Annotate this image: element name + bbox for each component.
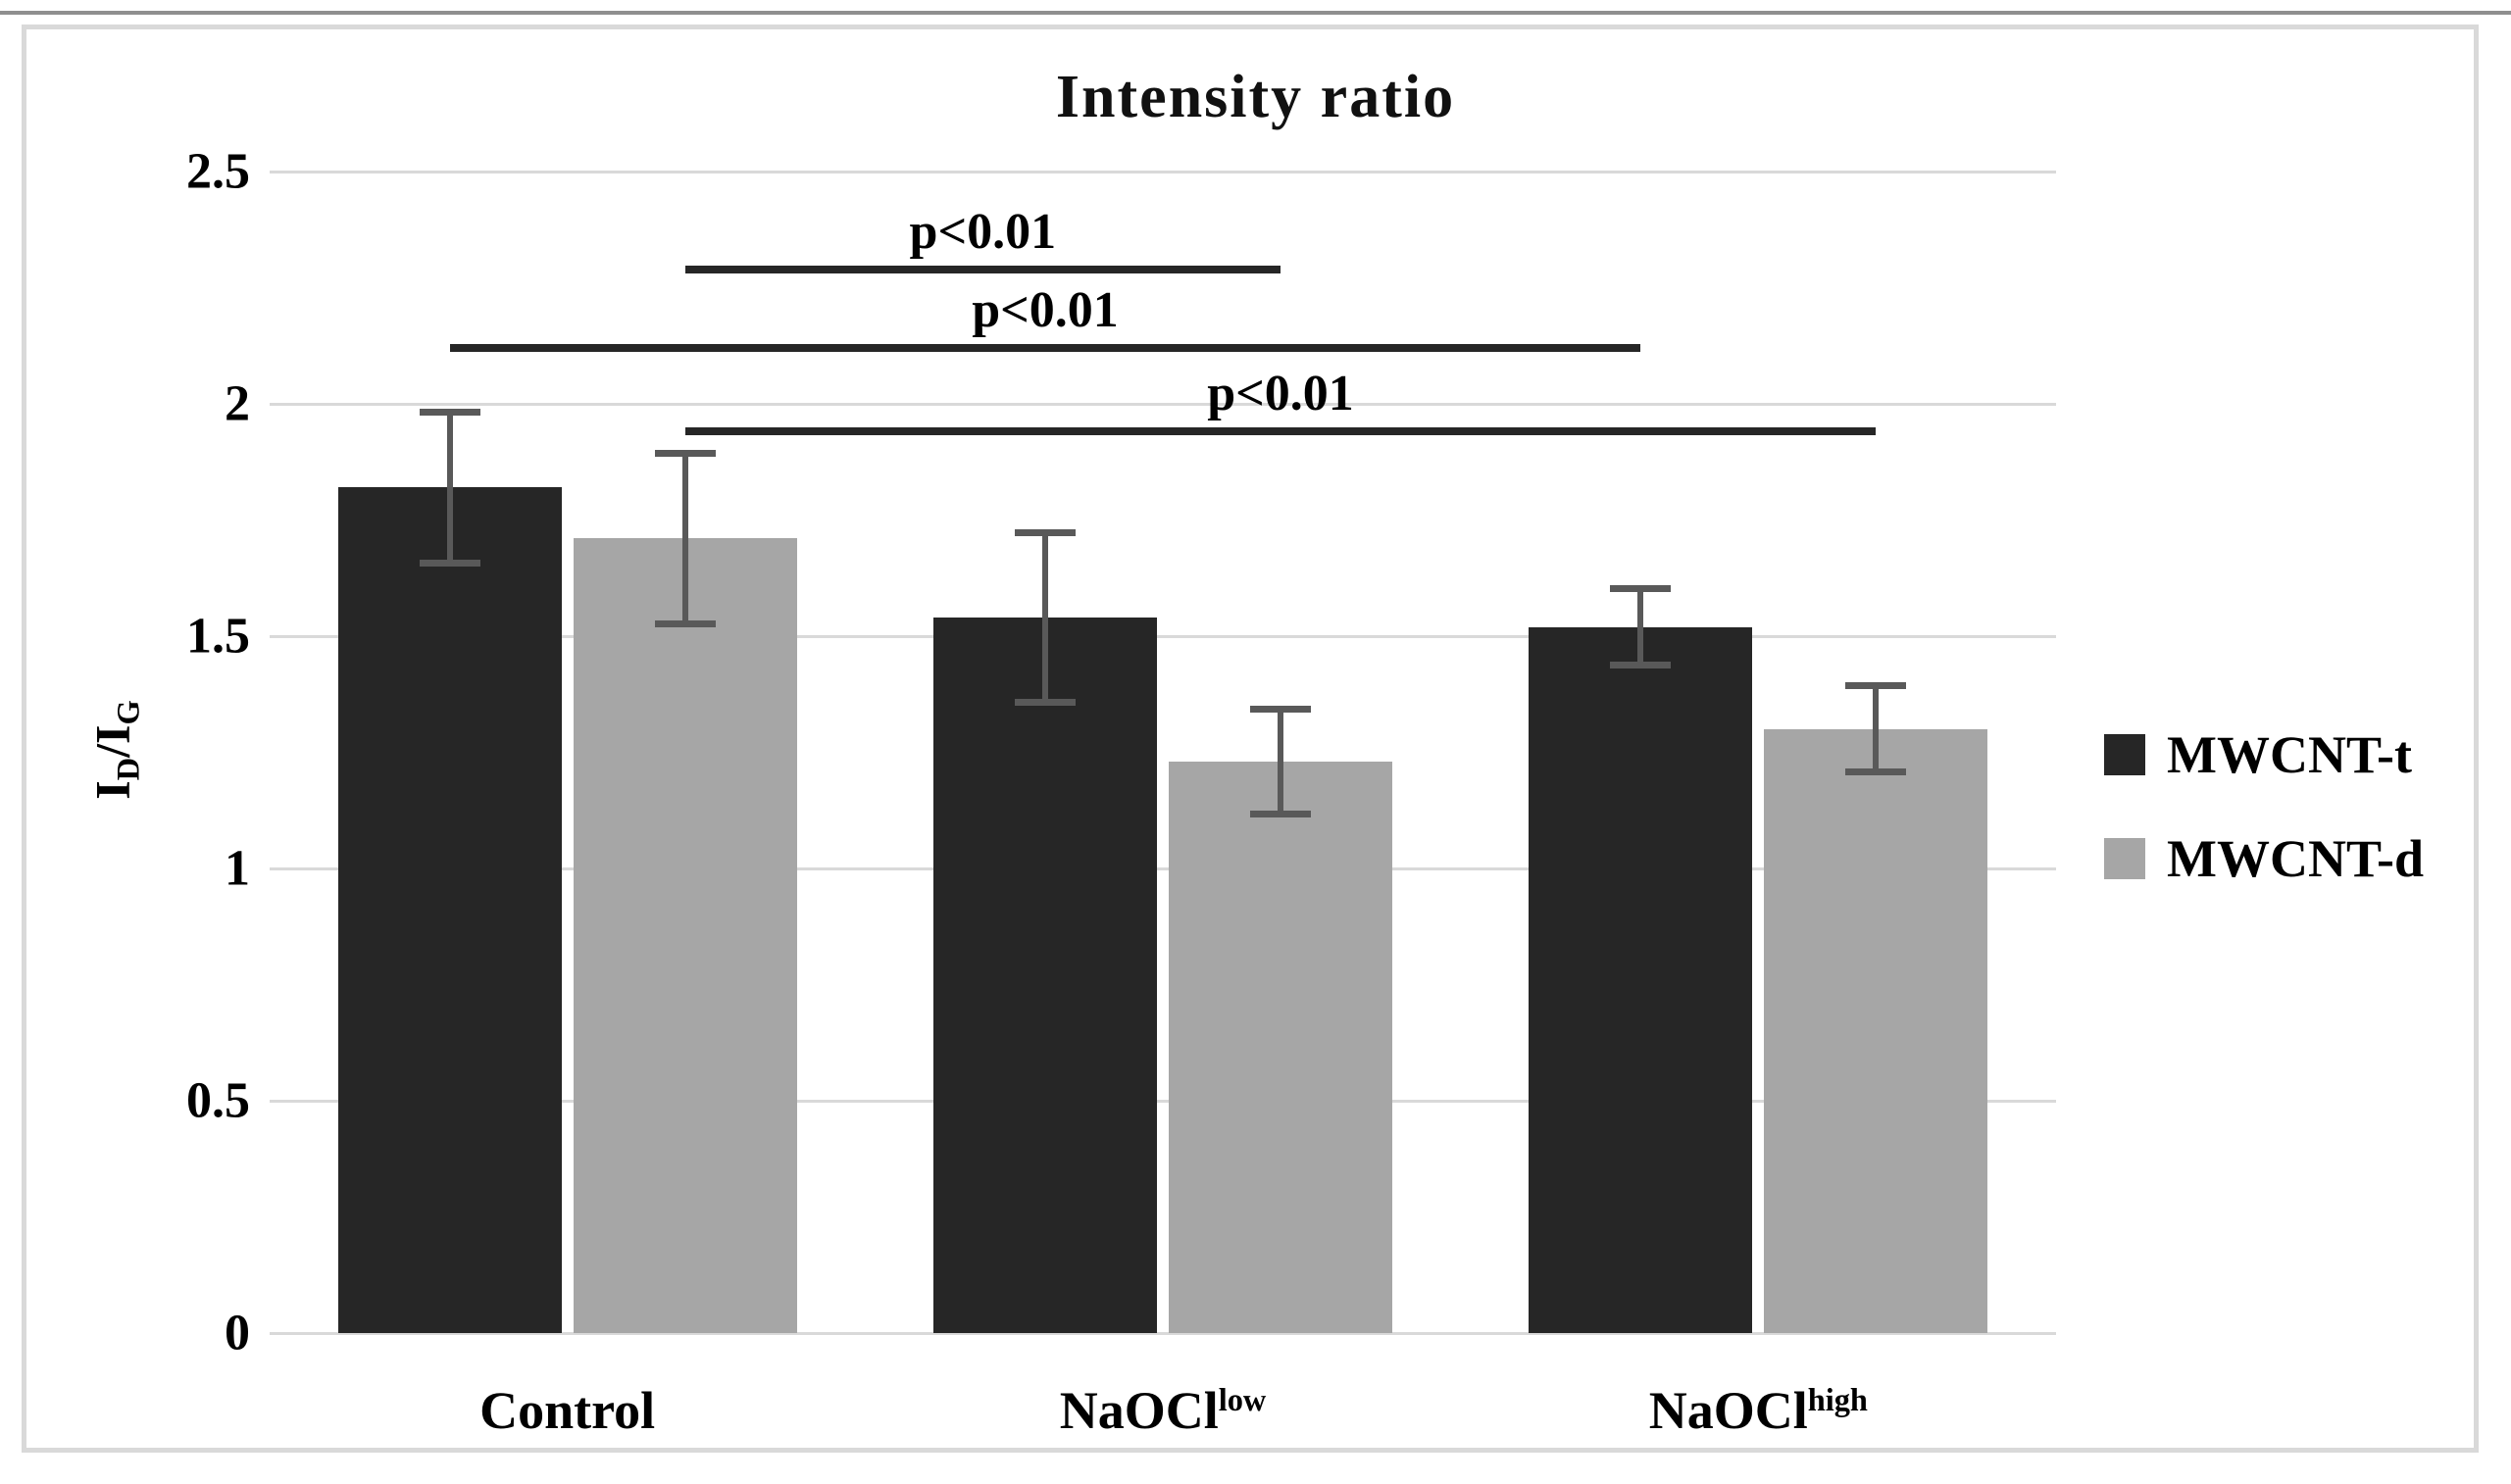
- error-bar-cap-bottom-mwcnt-d-naocl-high: [1845, 768, 1907, 776]
- legend-entry-mwcnt-d: MWCNT-d: [2104, 829, 2425, 888]
- significance-line-1: [684, 265, 1281, 273]
- error-bar-stem-mwcnt-t-naocl-high: [1637, 584, 1644, 669]
- legend-label-mwcnt-t: MWCNT-t: [2167, 725, 2412, 784]
- gridline-1: [270, 867, 2056, 870]
- y-axis-title-slash: /: [84, 743, 140, 758]
- error-bar-cap-bottom-mwcnt-t-naocl-low: [1015, 699, 1076, 707]
- error-bar-cap-bottom-mwcnt-t-control: [419, 559, 480, 567]
- error-bar-stem-mwcnt-d-control: [681, 450, 688, 627]
- x-category-base-naocl-high: NaOCl: [1648, 1381, 1808, 1440]
- significance-label-3: p<0.01: [1207, 366, 1354, 422]
- legend-swatch-mwcnt-t: [2104, 734, 2145, 775]
- y-tick-label-0: 0: [225, 1305, 250, 1361]
- error-bar-cap-top-mwcnt-t-naocl-high: [1610, 584, 1672, 592]
- legend-label-mwcnt-d: MWCNT-d: [2167, 829, 2425, 888]
- y-axis-title-sub-g: G: [111, 700, 147, 725]
- gridline-2.5: [270, 171, 2056, 173]
- gridline-1.5: [270, 635, 2056, 638]
- legend: MWCNT-t MWCNT-d: [2104, 725, 2425, 935]
- error-bar-cap-bottom-mwcnt-d-control: [654, 619, 716, 627]
- gridline-0.5: [270, 1100, 2056, 1103]
- bar-mwcnt-d-naocl-low: [1169, 761, 1392, 1333]
- y-axis-title-i1: I: [84, 780, 140, 800]
- page-top-rule: [0, 11, 2511, 15]
- y-tick-label-0.5: 0.5: [186, 1072, 250, 1129]
- error-bar-cap-bottom-mwcnt-d-naocl-low: [1250, 810, 1311, 817]
- y-axis-title-sub-d: D: [111, 757, 147, 781]
- error-bar-stem-mwcnt-t-naocl-low: [1042, 528, 1048, 707]
- bar-mwcnt-t-naocl-high: [1529, 626, 1753, 1333]
- y-axis-title-i2: I: [84, 724, 140, 744]
- y-tick-label-1: 1: [225, 840, 250, 897]
- error-bar-stem-mwcnt-t-control: [446, 408, 453, 567]
- error-bar-cap-top-mwcnt-d-naocl-high: [1845, 682, 1907, 690]
- error-bar-cap-top-mwcnt-d-naocl-low: [1250, 706, 1311, 714]
- error-bar-cap-top-mwcnt-d-control: [654, 450, 716, 458]
- x-category-base-control: Control: [479, 1381, 656, 1440]
- x-category-label-naocl-high: NaOClhigh: [1649, 1380, 1868, 1441]
- gridline-2: [270, 403, 2056, 406]
- error-bar-cap-bottom-mwcnt-t-naocl-high: [1610, 662, 1672, 669]
- x-category-label-naocl-low: NaOCllow: [1060, 1380, 1267, 1441]
- bar-mwcnt-d-naocl-high: [1764, 728, 1988, 1333]
- y-tick-label-2.5: 2.5: [186, 143, 250, 200]
- bar-mwcnt-d-control: [573, 538, 797, 1333]
- gridline-0: [270, 1332, 2056, 1335]
- bar-mwcnt-t-control: [337, 487, 562, 1333]
- bar-mwcnt-t-naocl-low: [933, 618, 1157, 1333]
- error-bar-stem-mwcnt-d-naocl-low: [1278, 706, 1283, 817]
- significance-line-2: [449, 344, 1641, 353]
- y-tick-label-1.5: 1.5: [186, 608, 250, 665]
- x-category-base-naocl-low: NaOCl: [1059, 1381, 1219, 1440]
- x-category-superscript-naocl-low: low: [1218, 1383, 1267, 1419]
- y-tick-label-2: 2: [225, 375, 250, 432]
- chart-title: Intensity ratio: [1055, 64, 1456, 130]
- error-bar-stem-mwcnt-d-naocl-high: [1873, 682, 1880, 776]
- x-category-label-control: Control: [479, 1380, 655, 1441]
- y-axis-title: ID/IG: [84, 700, 148, 800]
- legend-entry-mwcnt-t: MWCNT-t: [2104, 725, 2424, 784]
- error-bar-cap-top-mwcnt-t-naocl-low: [1015, 528, 1076, 536]
- significance-label-2: p<0.01: [972, 282, 1119, 339]
- significance-line-3: [684, 427, 1877, 436]
- x-category-superscript-naocl-high: high: [1807, 1383, 1868, 1419]
- error-bar-cap-top-mwcnt-t-control: [419, 408, 480, 416]
- legend-swatch-mwcnt-d: [2104, 838, 2145, 879]
- significance-label-1: p<0.01: [909, 203, 1057, 260]
